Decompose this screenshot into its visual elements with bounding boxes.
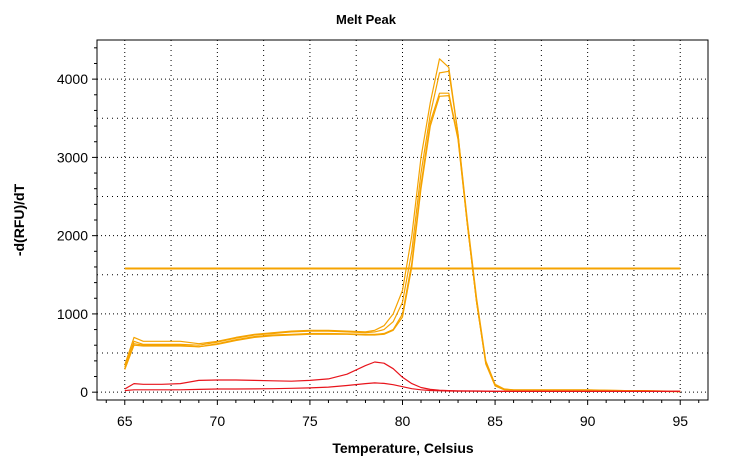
x-tick-label: 65 bbox=[117, 413, 133, 429]
series-line bbox=[124, 95, 681, 393]
y-tick-label: 0 bbox=[80, 384, 88, 400]
tick-layer: 65 70 75 80 85 90 95 0 1000 2000 3000 4000 bbox=[57, 47, 700, 429]
x-axis-title: Temperature, Celsius bbox=[332, 440, 474, 456]
y-tick-label: 3000 bbox=[57, 149, 88, 165]
x-tick-label: 70 bbox=[210, 413, 226, 429]
y-tick-label: 1000 bbox=[57, 306, 88, 322]
y-tick-label: 4000 bbox=[57, 71, 88, 87]
series-line bbox=[124, 382, 681, 392]
y-axis-title: -d(RFU)/dT bbox=[11, 183, 27, 256]
x-tick-label: 95 bbox=[672, 413, 688, 429]
x-tick-label: 80 bbox=[395, 413, 411, 429]
x-tick-label: 75 bbox=[302, 413, 318, 429]
grid-layer bbox=[97, 40, 708, 400]
x-tick-label: 90 bbox=[580, 413, 596, 429]
y-tick-label: 2000 bbox=[57, 228, 88, 244]
chart-title: Melt Peak bbox=[336, 12, 397, 27]
series-layer bbox=[124, 58, 681, 393]
x-tick-label: 85 bbox=[487, 413, 503, 429]
